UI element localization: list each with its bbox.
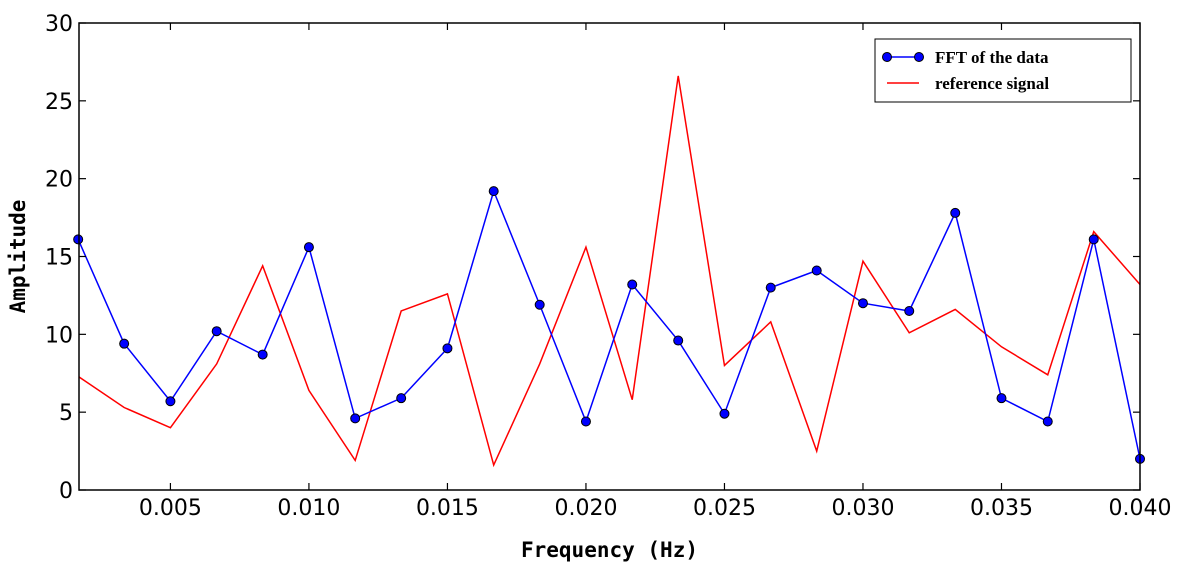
fft-point [811, 265, 822, 276]
fft-point [211, 326, 222, 337]
fft-point [1042, 416, 1053, 427]
fft-point [673, 335, 684, 346]
fft-point [119, 338, 130, 349]
y-axis-label: Amplitude [6, 200, 30, 314]
fft-point [857, 298, 868, 309]
series-line-reference [79, 75, 1140, 468]
fft-point [904, 305, 915, 316]
x-tick-label: 0.030 [831, 496, 894, 521]
y-tick-label: 20 [45, 168, 73, 193]
x-tick-label: 0.025 [693, 496, 756, 521]
x-tick-label: 0.015 [416, 496, 479, 521]
legend-label-reference: reference signal [935, 74, 1049, 93]
fft-point [996, 393, 1007, 404]
fft-point [627, 279, 638, 290]
fft-point [1088, 234, 1099, 245]
legend-box [874, 38, 1132, 103]
legend-label-fft: FFT of the data [935, 48, 1049, 67]
fft-point [719, 408, 730, 419]
legend-marker-fft [914, 52, 924, 62]
series-layer [73, 75, 1145, 468]
x-tick-label: 0.040 [1109, 496, 1172, 521]
fft-point [765, 282, 776, 293]
y-tick-label: 10 [45, 323, 73, 348]
fft-point [950, 207, 961, 218]
fft-point [257, 349, 268, 360]
fft-point [534, 299, 545, 310]
fft-point [350, 413, 361, 424]
ticks-layer: 0.005 0.010 0.015 0.020 0.025 0.030 0.035 0.040… [45, 12, 1171, 521]
x-tick-label: 0.005 [139, 496, 202, 521]
legend: FFT of the data reference signal [874, 38, 1132, 103]
fft-point [396, 393, 407, 404]
fft-point [165, 396, 176, 407]
fft-point [580, 416, 591, 427]
x-tick-label: 0.035 [970, 496, 1033, 521]
legend-marker-fft [882, 52, 892, 62]
fft-point [303, 242, 314, 253]
fft-point [488, 186, 499, 197]
fft-point [442, 343, 453, 354]
x-axis-label: Frequency (Hz) [521, 538, 698, 562]
y-tick-label: 30 [45, 12, 73, 37]
y-tick-label: 0 [59, 479, 73, 504]
series-line-fft [79, 188, 1140, 460]
x-tick-label: 0.020 [554, 496, 617, 521]
y-tick-label: 15 [45, 246, 73, 271]
y-tick-label: 25 [45, 90, 73, 115]
fft-point [73, 234, 84, 245]
x-tick-label: 0.010 [277, 496, 340, 521]
y-tick-label: 5 [59, 401, 73, 426]
